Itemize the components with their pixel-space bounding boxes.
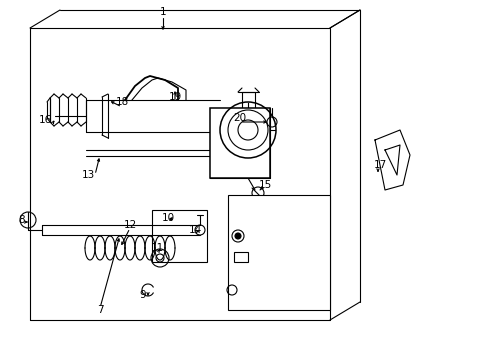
Text: 2: 2 [266,195,273,205]
Bar [152,210,206,262]
Bar [227,195,329,310]
Text: 5: 5 [274,205,281,215]
Text: 14: 14 [188,225,201,235]
Text: 7: 7 [97,305,103,315]
Text: 8: 8 [19,215,25,225]
Text: 6: 6 [274,280,281,290]
Text: 9: 9 [140,290,146,300]
Text: 20: 20 [233,113,246,123]
Bar [209,108,269,178]
Text: 10: 10 [161,213,174,223]
Circle shape [231,230,244,242]
Text: 17: 17 [373,160,386,170]
Circle shape [235,233,241,239]
Text: 16: 16 [38,115,52,125]
Text: 3: 3 [274,253,281,263]
Text: 12: 12 [123,220,136,230]
Text: 1: 1 [160,7,166,17]
Text: 4: 4 [274,229,281,239]
Bar [234,252,247,262]
Text: 19: 19 [168,92,181,102]
Text: 15: 15 [258,180,271,190]
Text: 18: 18 [115,97,128,107]
Text: 13: 13 [81,170,95,180]
Text: 11: 11 [150,243,163,253]
